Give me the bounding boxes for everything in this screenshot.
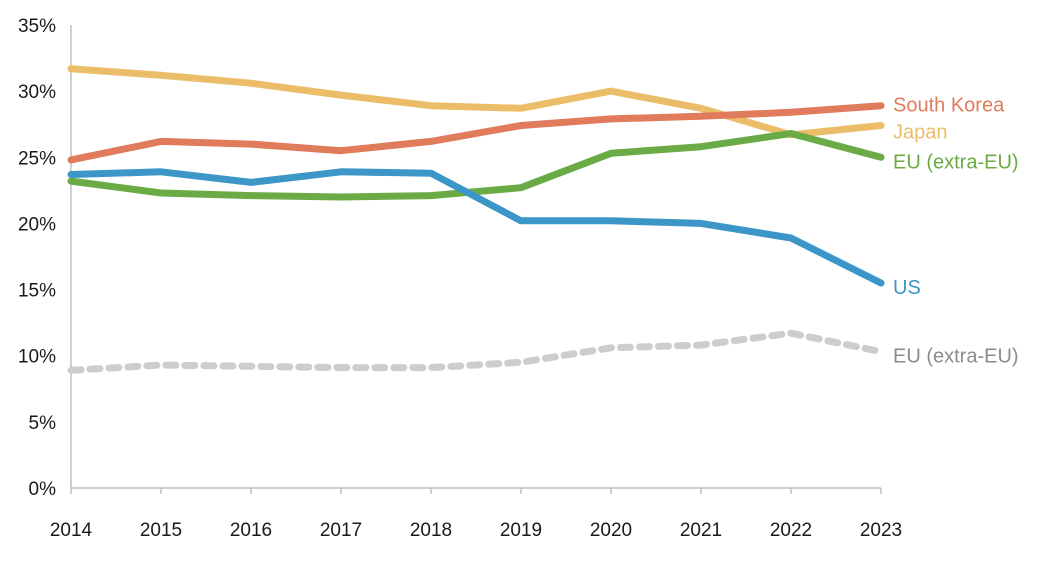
x-tick-label: 2020 — [590, 520, 632, 541]
series-label-eu-extra-eu: EU (extra-EU) — [893, 151, 1019, 173]
y-tick-label: 35% — [18, 16, 56, 37]
series-line-us — [67, 168, 885, 287]
series-line-eu-extra-eu — [67, 130, 885, 201]
series-line-japan — [67, 65, 885, 139]
series-lines — [67, 65, 885, 374]
series-label-us: US — [893, 277, 921, 299]
x-tick-label: 2018 — [410, 520, 452, 541]
y-tick-label: 15% — [18, 281, 56, 302]
y-tick-label: 10% — [18, 347, 56, 368]
y-tick-label: 30% — [18, 82, 56, 103]
series-label-south-korea: South Korea — [893, 95, 1005, 117]
x-tick-label: 2019 — [500, 520, 542, 541]
x-tick-label: 2014 — [50, 520, 93, 541]
x-tick-label: 2017 — [320, 520, 362, 541]
y-tick-label: 5% — [29, 413, 57, 434]
series-label-japan: Japan — [893, 122, 948, 144]
x-tick-label: 2021 — [680, 520, 722, 541]
y-tick-label: 0% — [29, 479, 57, 500]
series-line-south-korea — [67, 102, 885, 164]
x-tick-label: 2022 — [770, 520, 812, 541]
x-tick-label: 2015 — [140, 520, 182, 541]
y-tick-label: 20% — [18, 214, 56, 235]
y-tick-label: 25% — [18, 148, 56, 169]
series-line-eu-extra-eu-dashed — [67, 329, 885, 374]
x-tick-label: 2016 — [230, 520, 272, 541]
series-label-eu-extra-eu-dashed: EU (extra-EU) — [893, 346, 1019, 368]
axes: 0% 5% 10% 15% 20% 25% 30% 35% 2014 2015 2016 2017 20… — [18, 16, 902, 541]
x-tick-label: 2023 — [860, 520, 902, 541]
series-labels: Japan South Korea EU (extra-EU) US EU (extra… — [893, 95, 1019, 368]
